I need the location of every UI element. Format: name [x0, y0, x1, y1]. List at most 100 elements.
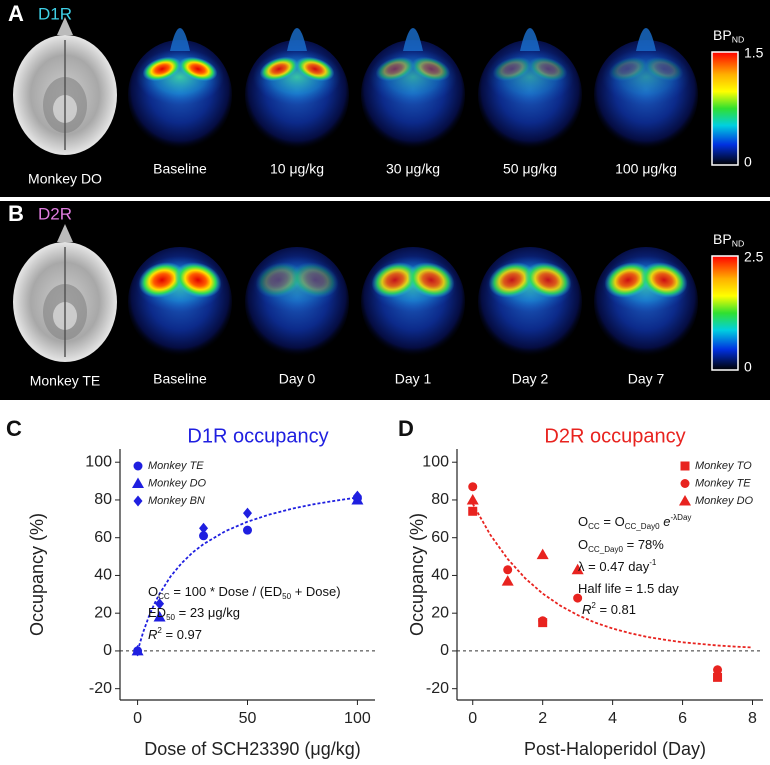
- text-run: CC: [158, 592, 170, 601]
- panel-letter: A: [8, 1, 24, 26]
- x-axis-label: Post-Haloperidol (Day): [524, 739, 706, 759]
- legend-marker: [680, 479, 690, 488]
- x-axis-label: Dose of SCH23390 (μg/kg): [144, 739, 360, 759]
- y-tick-label: -20: [89, 680, 112, 697]
- legend-label: Monkey TO: [695, 460, 752, 472]
- panel-letter: C: [6, 416, 22, 441]
- text-run: O: [148, 584, 158, 599]
- text-run: + Dose): [291, 584, 341, 599]
- data-point: [538, 616, 548, 626]
- text-run: CC: [588, 522, 600, 531]
- annotation: OCC = OCC_Day0 e-λDay: [578, 513, 691, 531]
- text-run: ND: [732, 35, 745, 45]
- data-point: [199, 522, 209, 534]
- mri-feature: [57, 17, 73, 35]
- pet-hotspot: [528, 56, 568, 82]
- condition-label: Day 2: [512, 371, 549, 387]
- annotation: ED50 = 23 μg/kg: [148, 605, 240, 622]
- data-point: [713, 665, 723, 675]
- text-run: BP: [713, 27, 732, 43]
- data-point: [466, 493, 479, 505]
- pet-feature: [520, 28, 540, 51]
- legend-marker: [132, 477, 144, 488]
- pet-hotspot: [174, 262, 222, 298]
- receptor-label: D2R: [38, 204, 72, 223]
- condition-label: 30 μg/kg: [386, 161, 440, 177]
- data-point: [503, 565, 513, 575]
- data-point: [153, 610, 166, 622]
- annotation: λ = 0.47 day-1: [578, 558, 657, 575]
- text-run: 2: [591, 601, 596, 610]
- pet-hotspot: [375, 56, 415, 82]
- colorbar: [711, 51, 739, 166]
- pet-feature: [170, 28, 190, 51]
- y-tick-label: 20: [94, 604, 112, 621]
- condition-label: Baseline: [153, 161, 207, 177]
- condition-label: Day 7: [628, 371, 665, 387]
- pet-hotspot: [492, 56, 532, 82]
- reference-label: Monkey DO: [28, 171, 102, 187]
- legend-label: Monkey DO: [695, 495, 754, 507]
- x-tick-label: 100: [344, 710, 371, 727]
- pet-hotspot: [407, 262, 455, 298]
- text-run: 2: [157, 626, 162, 635]
- text-run: R: [582, 602, 591, 617]
- pet-hotspot: [640, 262, 688, 298]
- fit-curve: [136, 496, 358, 652]
- x-tick-label: 50: [239, 710, 257, 727]
- text-run: 50: [166, 613, 175, 622]
- data-point: [573, 593, 583, 603]
- y-tick-label: 60: [431, 529, 449, 546]
- pet-hotspot: [291, 262, 339, 298]
- y-tick-label: 20: [431, 604, 449, 621]
- text-run: = 0.97: [162, 627, 202, 642]
- legend-marker: [680, 461, 690, 471]
- pet-hotspot: [295, 56, 335, 82]
- condition-label: 50 μg/kg: [503, 161, 557, 177]
- data-point: [155, 598, 165, 610]
- x-tick-label: 0: [133, 710, 142, 727]
- pet-hotspot: [488, 262, 536, 298]
- y-axis-label: Occupancy (%): [407, 513, 427, 636]
- text-run: BP: [713, 231, 732, 247]
- y-tick-label: 0: [103, 642, 112, 659]
- annotation: OCC_Day0 = 78%: [578, 537, 664, 554]
- data-point: [468, 482, 478, 492]
- annotation: Half life = 1.5 day: [578, 581, 679, 596]
- y-tick-label: -20: [426, 680, 449, 697]
- text-run: = 78%: [623, 537, 664, 552]
- pet-hotspot: [255, 262, 303, 298]
- colorbar-min: 0: [744, 154, 752, 170]
- colorbar-min: 0: [744, 359, 752, 375]
- x-tick-label: 4: [608, 710, 617, 727]
- legend-marker: [679, 495, 691, 506]
- chart-title: D1R occupancy: [187, 425, 328, 447]
- data-point: [713, 672, 723, 682]
- legend-marker: [133, 495, 143, 507]
- data-point: [571, 563, 584, 575]
- text-run: O: [578, 514, 588, 529]
- text-run: -λDay: [670, 513, 691, 522]
- legend-label: Monkey TE: [695, 477, 751, 489]
- y-tick-label: 60: [94, 529, 112, 546]
- x-tick-label: 8: [748, 710, 757, 727]
- text-run: CC_Day0: [625, 522, 660, 531]
- pet-hotspot: [259, 56, 299, 82]
- pet-hotspot: [178, 56, 218, 82]
- data-point: [199, 531, 209, 541]
- pet-hotspot: [138, 262, 186, 298]
- chart-title: D2R occupancy: [544, 425, 685, 447]
- text-run: -1: [649, 558, 657, 567]
- y-axis-label: Occupancy (%): [27, 513, 47, 636]
- receptor-label: D1R: [38, 4, 72, 23]
- fit-curve: [471, 503, 753, 649]
- data-point: [352, 490, 362, 502]
- text-run: e: [663, 514, 670, 529]
- y-tick-label: 40: [431, 567, 449, 584]
- text-run: = 0.81: [596, 602, 636, 617]
- condition-label: Day 1: [395, 371, 432, 387]
- text-run: 50: [282, 592, 291, 601]
- data-point: [243, 525, 252, 535]
- text-run: = 100 * Dose / (ED: [170, 584, 282, 599]
